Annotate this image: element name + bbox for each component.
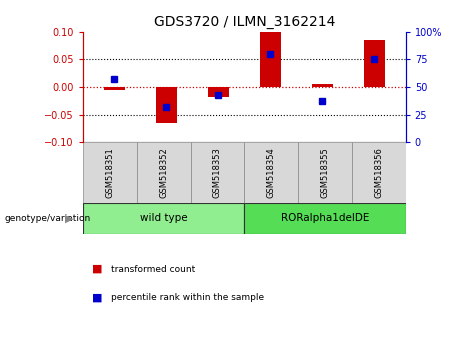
Bar [352, 142, 406, 203]
Bar [260, 32, 281, 87]
Bar [244, 142, 298, 203]
Text: GSM518355: GSM518355 [320, 147, 330, 198]
Text: ▶: ▶ [65, 213, 73, 223]
Text: RORalpha1delDE: RORalpha1delDE [281, 213, 369, 223]
Text: GSM518354: GSM518354 [267, 147, 276, 198]
Bar [104, 87, 124, 90]
Bar [83, 142, 137, 203]
Bar [83, 203, 244, 234]
Bar [312, 84, 333, 87]
Text: ■: ■ [92, 264, 103, 274]
Bar [364, 40, 385, 87]
Title: GDS3720 / ILMN_3162214: GDS3720 / ILMN_3162214 [154, 16, 335, 29]
Text: GSM518351: GSM518351 [106, 147, 114, 198]
Bar [244, 203, 406, 234]
Bar [137, 142, 190, 203]
Text: transformed count: transformed count [111, 264, 195, 274]
Text: genotype/variation: genotype/variation [5, 214, 91, 223]
Text: GSM518353: GSM518353 [213, 147, 222, 198]
Text: GSM518352: GSM518352 [159, 147, 168, 198]
Text: ■: ■ [92, 292, 103, 302]
Bar [208, 87, 229, 97]
Bar [190, 142, 244, 203]
Text: wild type: wild type [140, 213, 188, 223]
Bar [156, 87, 177, 123]
Text: GSM518356: GSM518356 [374, 147, 383, 198]
Bar [298, 142, 352, 203]
Text: percentile rank within the sample: percentile rank within the sample [111, 293, 264, 302]
